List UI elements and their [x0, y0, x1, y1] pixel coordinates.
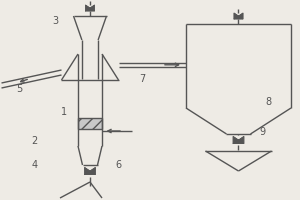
Text: 4: 4 [32, 160, 38, 170]
Polygon shape [85, 5, 94, 11]
Text: 7: 7 [140, 74, 146, 84]
Polygon shape [85, 5, 94, 11]
Polygon shape [85, 167, 95, 175]
Text: 8: 8 [266, 97, 272, 107]
Polygon shape [78, 118, 102, 129]
Polygon shape [85, 167, 95, 175]
Text: 2: 2 [32, 136, 38, 146]
Text: 9: 9 [260, 127, 266, 137]
Polygon shape [234, 13, 243, 19]
Polygon shape [233, 136, 244, 144]
Text: 1: 1 [61, 107, 68, 117]
Text: 6: 6 [116, 160, 122, 170]
Polygon shape [233, 136, 244, 144]
Polygon shape [234, 13, 243, 19]
Text: 3: 3 [52, 16, 59, 26]
Text: 5: 5 [16, 84, 22, 94]
